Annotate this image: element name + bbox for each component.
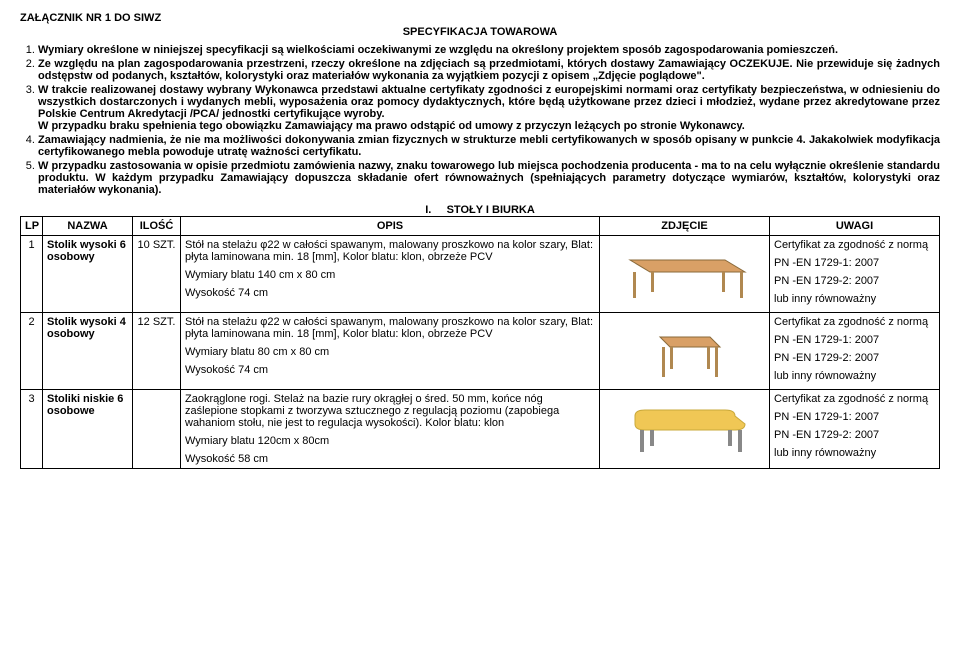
col-img: ZDJĘCIE [600, 217, 770, 236]
intro-text-3b: W przypadku braku spełnienia tego obowią… [38, 120, 745, 132]
desc-dims: Wymiary blatu 140 cm x 80 cm [185, 269, 595, 281]
col-name: NAZWA [43, 217, 133, 236]
intro-text-1: Wymiary określone w niniejszej specyfika… [38, 44, 838, 56]
cell-desc: Stół na stelażu φ22 w całości spawanym, … [181, 313, 600, 390]
intro-item-1: Wymiary określone w niniejszej specyfika… [38, 44, 940, 56]
cell-name: Stolik wysoki 4 osobowy [43, 313, 133, 390]
table-icon [604, 393, 765, 463]
cell-qty [133, 390, 181, 469]
note-cert: Certyfikat za zgodność z normą [774, 393, 935, 405]
desc-height: Wysokość 58 cm [185, 453, 595, 465]
spec-title: SPECYFIKACJA TOWAROWA [20, 26, 940, 38]
cell-lp: 1 [21, 236, 43, 313]
col-qty: ILOŚĆ [133, 217, 181, 236]
note-cert: Certyfikat za zgodność z normą [774, 239, 935, 251]
note-norm1: PN -EN 1729-1: 2007 [774, 257, 935, 269]
desc-main: Zaokrąglone rogi. Stelaż na bazie rury o… [185, 393, 595, 429]
cell-lp: 3 [21, 390, 43, 469]
section-number: I. [425, 204, 431, 216]
note-norm1: PN -EN 1729-1: 2007 [774, 411, 935, 423]
note-cert: Certyfikat za zgodność z normą [774, 316, 935, 328]
desc-dims: Wymiary blatu 120cm x 80cm [185, 435, 595, 447]
cell-desc: Zaokrąglone rogi. Stelaż na bazie rury o… [181, 390, 600, 469]
cell-image [600, 236, 770, 313]
intro-item-4: Zamawiający nadmienia, że nie ma możliwo… [38, 134, 940, 158]
note-norm2: PN -EN 1729-2: 2007 [774, 429, 935, 441]
cell-lp: 2 [21, 313, 43, 390]
intro-text-3a: W trakcie realizowanej dostawy wybrany W… [38, 84, 940, 120]
table-row: 3Stoliki niskie 6 osobowe Zaokrąglone rog… [21, 390, 940, 469]
cell-notes: Certyfikat za zgodność z normą PN -EN 172… [770, 236, 940, 313]
table-icon [604, 239, 765, 309]
section-heading: I. STOŁY I BIURKA [20, 204, 940, 216]
desc-height: Wysokość 74 cm [185, 287, 595, 299]
section-title: STOŁY I BIURKA [447, 204, 535, 216]
col-desc: OPIS [181, 217, 600, 236]
note-norm2: PN -EN 1729-2: 2007 [774, 275, 935, 287]
intro-list: Wymiary określone w niniejszej specyfika… [20, 44, 940, 196]
intro-item-2: Ze względu na plan zagospodarowania prze… [38, 58, 940, 82]
note-equiv: lub inny równoważny [774, 370, 935, 382]
intro-text-5: W przypadku zastosowania w opisie przedm… [38, 160, 940, 196]
desc-main: Stół na stelażu φ22 w całości spawanym, … [185, 239, 595, 263]
intro-item-3: W trakcie realizowanej dostawy wybrany W… [38, 84, 940, 132]
table-icon [604, 316, 765, 386]
cell-image [600, 390, 770, 469]
intro-text-4: Zamawiający nadmienia, że nie ma możliwo… [38, 134, 940, 158]
desc-dims: Wymiary blatu 80 cm x 80 cm [185, 346, 595, 358]
attachment-title: ZAŁĄCZNIK NR 1 DO SIWZ [20, 12, 940, 24]
spec-table: LP NAZWA ILOŚĆ OPIS ZDJĘCIE UWAGI 1Stoli… [20, 216, 940, 469]
note-equiv: lub inny równoważny [774, 293, 935, 305]
cell-notes: Certyfikat za zgodność z normą PN -EN 172… [770, 313, 940, 390]
cell-notes: Certyfikat za zgodność z normą PN -EN 172… [770, 390, 940, 469]
intro-item-5: W przypadku zastosowania w opisie przedm… [38, 160, 940, 196]
note-norm2: PN -EN 1729-2: 2007 [774, 352, 935, 364]
desc-height: Wysokość 74 cm [185, 364, 595, 376]
table-row: 1Stolik wysoki 6 osobowy10 SZT.Stół na s… [21, 236, 940, 313]
cell-qty: 12 SZT. [133, 313, 181, 390]
table-header-row: LP NAZWA ILOŚĆ OPIS ZDJĘCIE UWAGI [21, 217, 940, 236]
col-lp: LP [21, 217, 43, 236]
cell-name: Stoliki niskie 6 osobowe [43, 390, 133, 469]
cell-desc: Stół na stelażu φ22 w całości spawanym, … [181, 236, 600, 313]
desc-main: Stół na stelażu φ22 w całości spawanym, … [185, 316, 595, 340]
cell-qty: 10 SZT. [133, 236, 181, 313]
note-norm1: PN -EN 1729-1: 2007 [774, 334, 935, 346]
table-row: 2Stolik wysoki 4 osobowy12 SZT.Stół na s… [21, 313, 940, 390]
cell-image [600, 313, 770, 390]
cell-name: Stolik wysoki 6 osobowy [43, 236, 133, 313]
intro-text-2a: Ze względu na plan zagospodarowania prze… [38, 58, 793, 70]
note-equiv: lub inny równoważny [774, 447, 935, 459]
col-notes: UWAGI [770, 217, 940, 236]
